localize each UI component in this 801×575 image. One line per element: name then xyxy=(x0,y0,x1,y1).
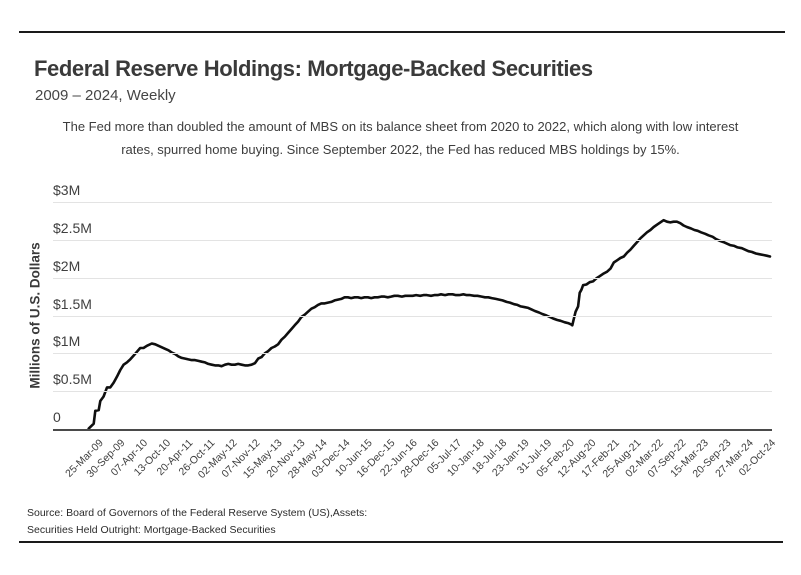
description-line-1: The Fed more than doubled the amount of … xyxy=(62,119,739,134)
y-tick-label: $2M xyxy=(53,257,81,274)
footer-source-line-1: Source: Board of Governors of the Federa… xyxy=(27,507,368,519)
page-title: Federal Reserve Holdings: Mortgage-Backe… xyxy=(34,56,593,81)
footer-source-line-2: Securities Held Outright: Mortgage-Backe… xyxy=(27,524,276,536)
gridline xyxy=(53,202,772,203)
gridline xyxy=(53,277,772,279)
x-axis-line xyxy=(53,429,772,431)
series-line-mbs xyxy=(87,218,772,430)
y-tick-label: 0 xyxy=(53,409,61,425)
chart-description: The Fed more than doubled the amount of … xyxy=(0,115,801,161)
bottom-rule xyxy=(19,541,783,543)
gridline xyxy=(53,391,772,393)
y-tick-label: $1.5M xyxy=(53,295,92,312)
description-line-2: rates, spurred home buying. Since Septem… xyxy=(121,142,680,157)
y-tick-label: $0.5M xyxy=(53,371,92,388)
page-subtitle: 2009 – 2024, Weekly xyxy=(35,87,176,104)
y-tick-label: $1M xyxy=(53,333,81,350)
y-tick-label: $2.5M xyxy=(53,219,92,236)
gridline xyxy=(53,353,772,355)
y-tick-label: $3M xyxy=(53,182,81,198)
gridline xyxy=(53,315,772,317)
gridline xyxy=(53,239,772,241)
top-rule xyxy=(19,31,785,33)
